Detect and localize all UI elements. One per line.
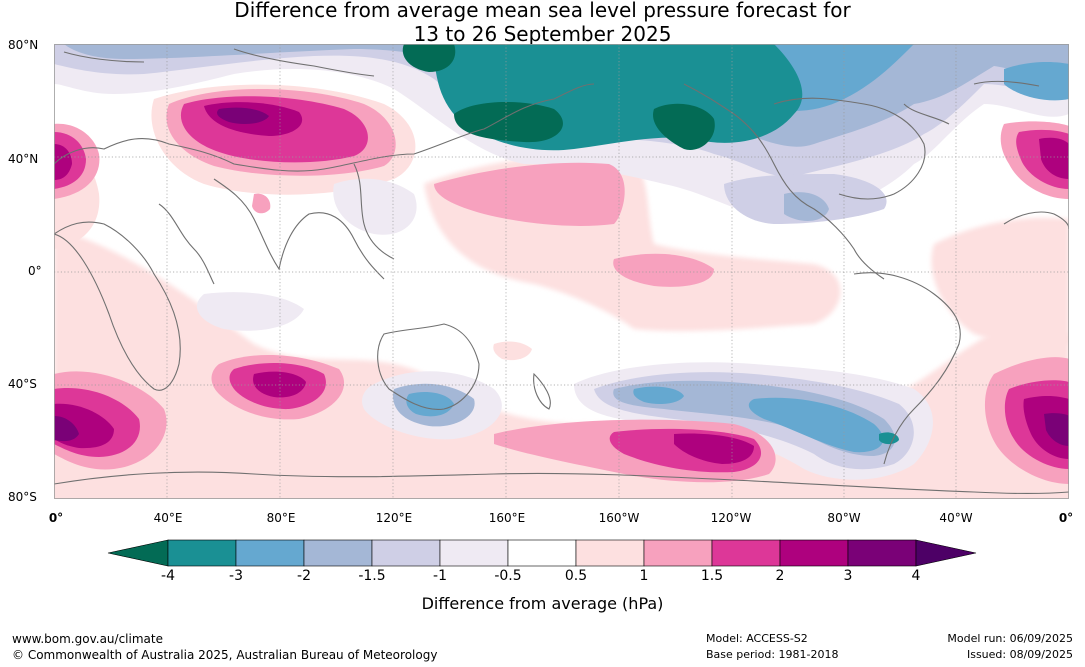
footer-model-run: Model run: 06/09/2025 bbox=[947, 632, 1073, 645]
colorbar-segment bbox=[711, 539, 781, 567]
lon-label-0-left: 0° bbox=[48, 511, 64, 525]
lon-label-40w: 40°W bbox=[939, 511, 973, 525]
anomaly-region bbox=[1004, 61, 1069, 101]
colorbar-segment bbox=[507, 539, 577, 567]
anomaly-region bbox=[54, 416, 79, 442]
colorbar-tick-label: -1.5 bbox=[358, 568, 386, 584]
anomaly-region bbox=[252, 193, 271, 214]
lon-label-80w: 80°W bbox=[827, 511, 861, 525]
colorbar-segment bbox=[575, 539, 645, 567]
lon-label-160w: 160°W bbox=[598, 511, 640, 525]
anomaly-region bbox=[493, 341, 532, 361]
colorbar-tick-label: 3 bbox=[843, 568, 853, 584]
anomaly-region bbox=[1039, 137, 1069, 179]
footer-issued: Issued: 08/09/2025 bbox=[966, 648, 1073, 661]
lat-label-40n: 40°N bbox=[8, 152, 39, 166]
colorbar-segment bbox=[439, 539, 509, 567]
footer-base-period: Base period: 1981-2018 bbox=[706, 648, 839, 661]
footer-url: www.bom.gov.au/climate bbox=[12, 632, 163, 646]
lat-label-80n: 80°N bbox=[8, 38, 39, 52]
colorbar-tick-label: -2 bbox=[297, 568, 311, 584]
lon-label-0-right: 0° bbox=[1058, 511, 1074, 525]
anomaly-region bbox=[633, 386, 684, 404]
title-line-1: Difference from average mean sea level p… bbox=[234, 0, 851, 22]
lon-label-40e: 40°E bbox=[153, 511, 183, 525]
anomaly-region bbox=[196, 292, 304, 331]
colorbar-tick-label: -1 bbox=[433, 568, 447, 584]
colorbar-tick-label: -0.5 bbox=[494, 568, 522, 584]
coastlines bbox=[54, 48, 1069, 495]
anomaly-region bbox=[748, 397, 884, 453]
anomaly-region bbox=[674, 433, 754, 464]
title-line-2: 13 to 26 September 2025 bbox=[413, 22, 672, 46]
colorbar-tick-label: -4 bbox=[161, 568, 175, 584]
pressure-anomaly-map bbox=[54, 44, 1069, 499]
anomaly-region bbox=[653, 103, 715, 150]
anomaly-region bbox=[879, 432, 899, 445]
anomaly-region bbox=[454, 102, 563, 143]
anomaly-region bbox=[406, 392, 454, 417]
lat-label-equator: 0° bbox=[28, 264, 42, 278]
anomaly-fields bbox=[54, 44, 1069, 499]
colorbar-tick-label: -3 bbox=[229, 568, 243, 584]
colorbar-tick-label: 1 bbox=[639, 568, 649, 584]
colorbar-label: Difference from average (hPa) bbox=[421, 594, 664, 613]
lon-label-80e: 80°E bbox=[266, 511, 296, 525]
map-frame bbox=[54, 44, 1069, 499]
anomaly-region bbox=[402, 44, 456, 72]
map-title: Difference from average mean sea level p… bbox=[0, 0, 1085, 46]
anomaly-region bbox=[1044, 413, 1069, 446]
footer-copyright: © Commonwealth of Australia 2025, Austra… bbox=[12, 648, 438, 662]
colorbar-segment bbox=[167, 539, 237, 567]
graticule bbox=[54, 44, 1069, 499]
lon-label-120e: 120°E bbox=[375, 511, 413, 525]
colorbar-segment bbox=[235, 539, 305, 567]
colorbar-extend-max bbox=[915, 539, 977, 567]
lon-label-120w: 120°W bbox=[710, 511, 752, 525]
colorbar-tick-label: 1.5 bbox=[700, 568, 724, 584]
colorbar-segment bbox=[643, 539, 713, 567]
colorbar-segment bbox=[847, 539, 917, 567]
colorbar-tick-label: 0.5 bbox=[564, 568, 588, 584]
colorbar bbox=[107, 539, 977, 567]
anomaly-region bbox=[54, 144, 72, 180]
anomaly-region bbox=[333, 178, 417, 235]
anomaly-region bbox=[931, 217, 1069, 349]
anomaly-region bbox=[784, 192, 829, 221]
lon-label-160e: 160°E bbox=[488, 511, 526, 525]
anomaly-region bbox=[434, 162, 625, 226]
lat-label-80s: 80°S bbox=[8, 490, 37, 504]
colorbar-segment bbox=[303, 539, 373, 567]
colorbar-tick-label: 2 bbox=[775, 568, 785, 584]
lat-label-40s: 40°S bbox=[8, 377, 37, 391]
footer-model: Model: ACCESS-S2 bbox=[706, 632, 808, 645]
map-canvas bbox=[54, 44, 1069, 499]
anomaly-region bbox=[217, 107, 269, 124]
colorbar-extend-min bbox=[107, 539, 169, 567]
colorbar-segment bbox=[371, 539, 441, 567]
colorbar-tick-label: 4 bbox=[911, 568, 921, 584]
anomaly-region bbox=[253, 371, 306, 398]
colorbar-segment bbox=[779, 539, 849, 567]
anomaly-region bbox=[613, 253, 714, 287]
